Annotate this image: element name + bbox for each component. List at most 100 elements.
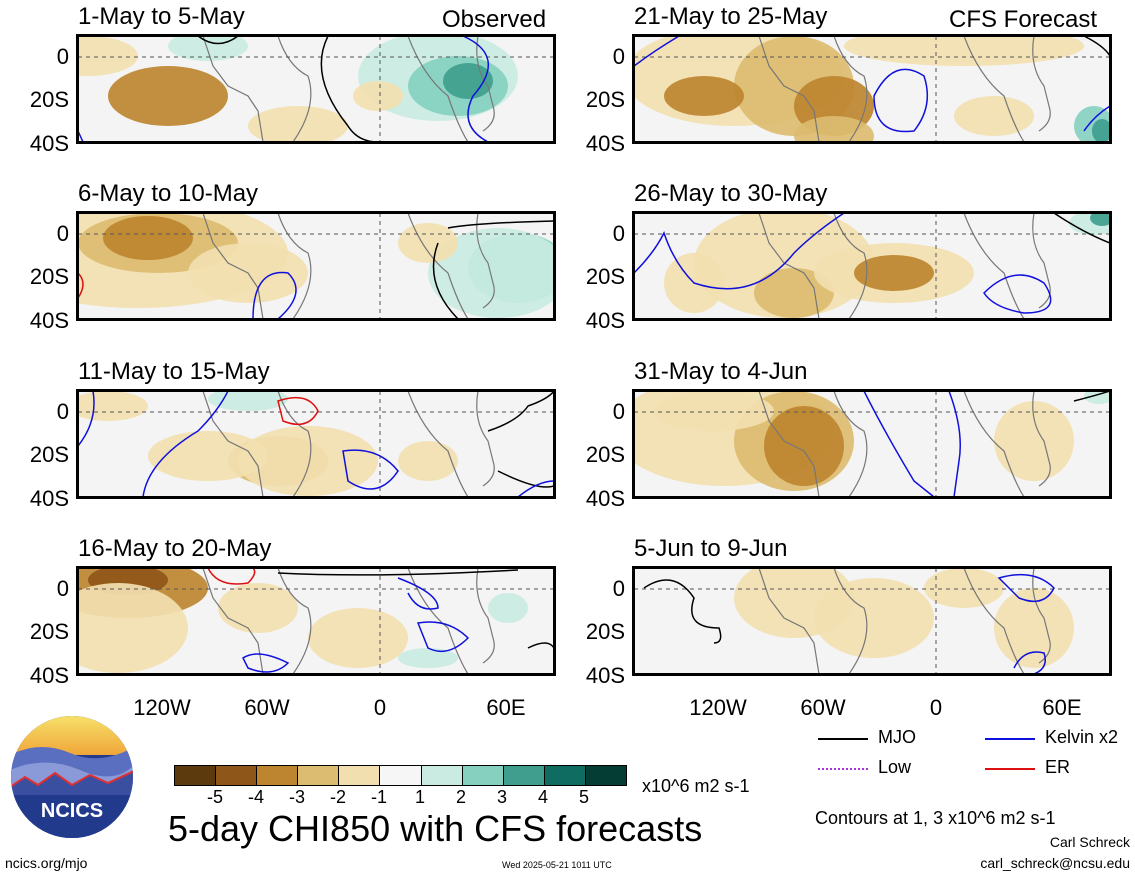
map-panel	[634, 568, 1110, 674]
contour-line	[277, 396, 319, 426]
y-tick-label: 0	[56, 399, 69, 424]
anomaly-shade	[664, 76, 744, 116]
footer-url[interactable]: ncics.org/mjo	[5, 855, 88, 871]
y-tick-label: 20S	[585, 442, 625, 467]
anomaly-shade	[238, 426, 378, 496]
y-tick-label: 20S	[585, 619, 625, 644]
panel-title: 11-May to 15-May	[78, 358, 270, 385]
colorbar-swatch	[461, 766, 503, 785]
legend-label: Low	[878, 757, 912, 777]
panel-title: 6-May to 10-May	[78, 180, 259, 207]
anomaly-shade	[764, 406, 844, 486]
colorbar-swatch	[175, 766, 216, 785]
south-america-outline	[758, 36, 868, 142]
legend-line	[818, 738, 868, 740]
south-america-outline	[202, 568, 312, 674]
colorbar-tick-label: 1	[414, 787, 425, 807]
colorbar-tick-label: -1	[370, 787, 387, 807]
y-tick-label: 40S	[585, 131, 625, 156]
y-tick-label: 0	[612, 576, 625, 601]
contour-line	[447, 220, 554, 229]
y-tick-label: 20S	[29, 87, 69, 112]
x-tick-label: 0	[929, 695, 943, 720]
contour-line	[1083, 36, 1110, 57]
map-panel	[78, 568, 554, 674]
legend-line	[985, 768, 1035, 770]
south-america-outline	[202, 213, 312, 319]
colorbar-swatch	[584, 766, 627, 785]
forecast-label: CFS Forecast	[949, 6, 1098, 33]
y-tick-label: 40S	[29, 308, 69, 333]
anomaly-shade	[854, 255, 934, 291]
anomaly-shade	[924, 568, 1004, 608]
contour-line	[634, 36, 680, 67]
x-tick-label: 0	[373, 695, 387, 720]
contour-line	[497, 470, 554, 488]
y-tick-label: 40S	[29, 486, 69, 511]
y-tick-label: 20S	[29, 619, 69, 644]
anomaly-shade	[814, 578, 934, 658]
y-tick-label: 40S	[585, 663, 625, 688]
y-tick-label: 0	[612, 221, 625, 246]
ncics-logo[interactable]: NCICS	[10, 715, 134, 839]
y-tick-label: 40S	[585, 486, 625, 511]
colorbar-tick-label: -3	[288, 787, 305, 807]
contour-line	[78, 391, 95, 447]
legend-line	[985, 738, 1035, 740]
panel-title: 1-May to 5-May	[78, 3, 245, 30]
footer-email: carl_schreck@ncsu.edu	[980, 855, 1130, 871]
anomaly-shade	[994, 401, 1074, 481]
contour-line	[634, 213, 845, 290]
footer-timestamp: Wed 2025-05-21 1011 UTC	[502, 860, 612, 870]
colorbar-tick-label: -5	[206, 787, 223, 807]
y-tick-label: 0	[56, 221, 69, 246]
contour-line	[142, 391, 229, 497]
contour-note: Contours at 1, 3 x10^6 m2 s-1	[815, 808, 1056, 828]
anomaly-shade	[308, 608, 408, 668]
contour-line	[342, 449, 399, 490]
y-tick-label: 20S	[585, 87, 625, 112]
anomaly-shade	[1084, 391, 1110, 404]
contour-line	[432, 242, 459, 319]
contour-line	[517, 480, 554, 497]
anomaly-shade	[754, 268, 834, 318]
south-america-outline	[758, 213, 868, 319]
panel-title: 16-May to 20-May	[78, 535, 272, 562]
anomaly-shade	[488, 593, 528, 623]
colorbar-swatch	[297, 766, 339, 785]
anomaly-shade	[844, 36, 1084, 66]
panel-title: 21-May to 25-May	[634, 3, 828, 30]
anomaly-shade	[1090, 213, 1110, 226]
colorbar-tick-label: 2	[455, 787, 466, 807]
contour-line	[462, 36, 489, 142]
map-panel	[634, 391, 1110, 497]
y-tick-label: 0	[612, 399, 625, 424]
y-tick-label: 20S	[29, 442, 69, 467]
contour-line	[863, 391, 935, 497]
anomaly-shade	[443, 63, 493, 99]
colorbar-tick-label: 4	[537, 787, 548, 807]
contour-line	[78, 130, 84, 142]
anomaly-shade	[248, 106, 348, 142]
south-america-outline	[758, 568, 868, 674]
colorbar-tick-label: 3	[496, 787, 507, 807]
contour-line	[1053, 213, 1110, 244]
contour-line	[207, 568, 256, 585]
y-tick-label: 40S	[29, 663, 69, 688]
x-tick-label: 120W	[689, 695, 747, 720]
footer-author: Carl Schreck	[1049, 834, 1130, 850]
contour-line	[397, 577, 439, 610]
anomaly-shade	[78, 391, 148, 421]
colorbar-unit-label: x10^6 m2 s-1	[642, 776, 750, 796]
map-panel	[78, 391, 554, 497]
africa-outline	[963, 213, 1051, 319]
legend-label: Kelvin x2	[1045, 727, 1119, 747]
y-tick-label: 20S	[29, 264, 69, 289]
contour-line	[873, 68, 929, 133]
y-tick-label: 40S	[29, 131, 69, 156]
map-panel	[634, 213, 1110, 319]
legend-label: MJO	[878, 727, 916, 747]
map-panel	[78, 213, 554, 319]
contour-line	[997, 573, 1055, 603]
colorbar-swatch	[338, 766, 380, 785]
